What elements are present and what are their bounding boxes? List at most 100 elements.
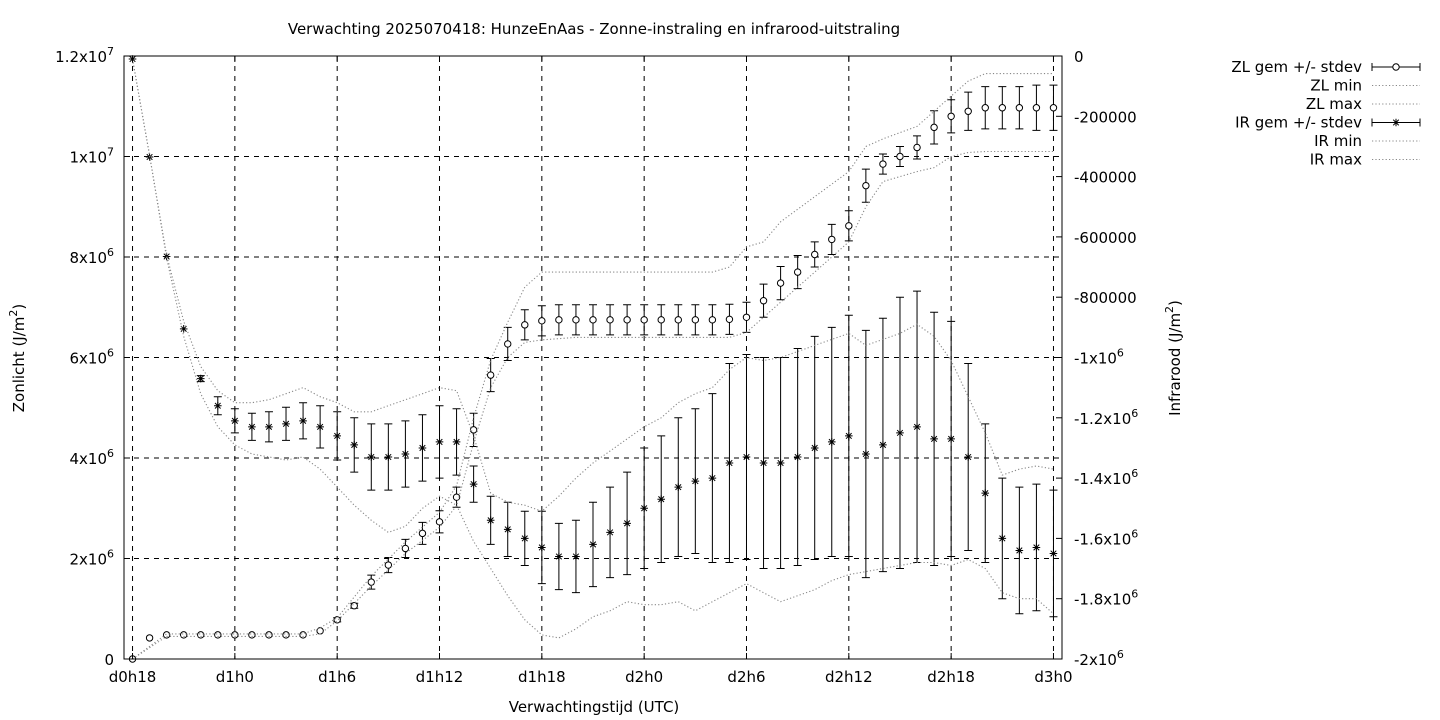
legend-label: IR gem +/- stdev [1235, 114, 1362, 132]
data-point [845, 222, 853, 230]
data-point [469, 480, 478, 488]
data-point [913, 423, 921, 431]
data-point [504, 340, 512, 348]
data-point [879, 441, 887, 449]
x-tick-label: d2h0 [625, 668, 663, 686]
y2-axis-title: Infrarood (J/m2) [1163, 300, 1184, 416]
x-tick-label: d1h18 [518, 668, 566, 686]
x-axis-title: Verwachtingstijd (UTC) [509, 698, 680, 716]
data-point [1032, 543, 1041, 552]
data-point [725, 315, 734, 324]
data-point [828, 235, 836, 244]
series-zl-max [132, 73, 1054, 660]
data-point [572, 316, 580, 324]
data-point [282, 420, 290, 428]
y2-tick-label: 0 [1074, 48, 1084, 66]
data-point [555, 316, 563, 324]
y2-tick-label: -600000 [1074, 229, 1137, 247]
legend-marker [1392, 118, 1400, 127]
data-point [964, 107, 972, 115]
data-point [879, 160, 887, 168]
data-point [725, 459, 734, 467]
series-ir-min [131, 58, 1054, 639]
y1-tick-label: 4x106 [69, 447, 114, 468]
data-point [657, 316, 665, 324]
legend-marker [1392, 63, 1400, 71]
data-point [827, 438, 836, 446]
data-point [589, 540, 597, 549]
axes: d0h18 d1h0 d1h6 d1h12 d1h18 d2h0 d2h6 d2h12 d2h1… [55, 45, 1138, 686]
data-point [248, 631, 256, 639]
data-point [384, 561, 393, 569]
series-ir-gem-stdev [128, 55, 1058, 618]
legend-label: IR max [1310, 151, 1362, 169]
chart-title: Verwachting 2025070418: HunzeEnAas - Zon… [288, 20, 900, 38]
data-point [265, 423, 273, 431]
data-point [674, 483, 683, 491]
data-point [981, 489, 990, 497]
data-point [162, 631, 171, 639]
y1-tick-label: 1.2x107 [55, 45, 114, 66]
data-point [196, 374, 205, 383]
data-point [401, 450, 410, 458]
data-point [503, 525, 512, 534]
data-point [776, 459, 785, 467]
data-point [265, 631, 273, 639]
y1-tick-label: 8x106 [69, 246, 114, 267]
data-point [197, 631, 205, 639]
legend-label: ZL min [1310, 77, 1362, 95]
data-point [930, 123, 938, 132]
data-point [998, 104, 1007, 112]
x-tick-label: d2h18 [927, 668, 975, 686]
data-point [845, 432, 853, 440]
data-point [367, 453, 376, 461]
y2-tick-label: -2x106 [1074, 648, 1124, 669]
series-line [131, 58, 1054, 639]
data-point [572, 552, 580, 561]
x-tick-label: d0h18 [109, 668, 157, 686]
series-line [132, 150, 1054, 660]
series-zl-min [132, 150, 1054, 660]
y2-tick-label: -1.2x106 [1074, 407, 1138, 428]
data-point [299, 417, 307, 425]
data-point [691, 477, 700, 485]
data-point [606, 528, 614, 537]
data-point [333, 432, 341, 440]
data-point [1032, 104, 1041, 112]
data-point [316, 423, 324, 431]
data-point [947, 112, 955, 121]
data-point [469, 426, 478, 434]
y1-tick-label: 1x107 [69, 146, 114, 167]
data-point [589, 316, 597, 324]
data-point [793, 268, 802, 276]
data-point [811, 250, 819, 259]
data-point [435, 518, 444, 526]
data-point [759, 297, 768, 305]
y2-tick-label: -1.8x106 [1074, 588, 1138, 609]
data-point [998, 534, 1007, 543]
data-point [708, 316, 717, 324]
data-point [640, 316, 648, 324]
data-point [214, 631, 222, 639]
data-point [1015, 104, 1024, 112]
data-point [214, 401, 222, 410]
y1-axis-title: Zonlicht (J/m2) [7, 304, 28, 413]
x-tick-label: d1h12 [416, 668, 464, 686]
data-point [742, 313, 751, 321]
data-point [1049, 104, 1058, 112]
data-point [452, 493, 461, 501]
series-ir-max [131, 58, 1054, 512]
data-point [384, 453, 393, 461]
data-point [742, 453, 751, 461]
data-point [231, 631, 239, 639]
data-point [520, 534, 529, 543]
data-point [862, 181, 870, 190]
data-point [981, 104, 989, 112]
x-tick-label: d1h6 [318, 668, 356, 686]
data-point [913, 143, 921, 152]
data-point [759, 459, 768, 467]
data-point [486, 516, 495, 525]
y2-tick-label: -400000 [1074, 169, 1137, 187]
